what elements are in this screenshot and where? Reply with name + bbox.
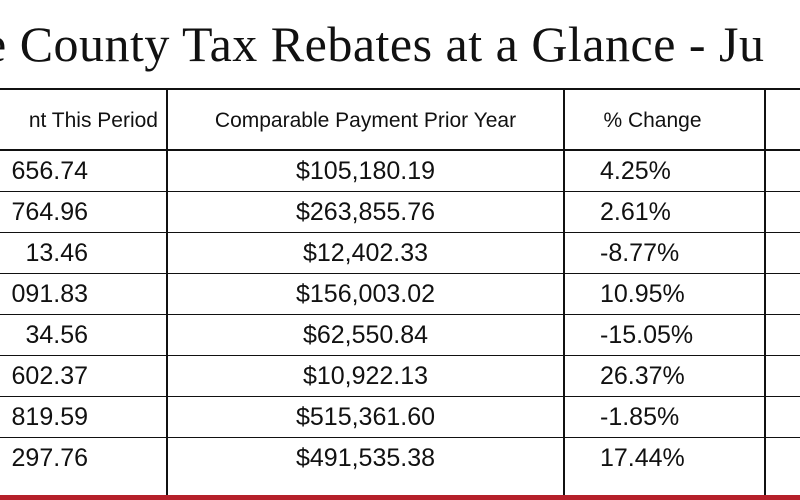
cell-this-period: 602.37	[11, 362, 88, 390]
cell-percent-change: -15.05%	[600, 321, 694, 349]
cell-prior-year: $515,361.60	[295, 403, 436, 431]
cell-prior-year: $263,855.76	[295, 198, 436, 226]
cell-percent-change: 26.37%	[600, 362, 685, 390]
cell-percent-change: 10.95%	[600, 280, 685, 308]
header-top-rule	[0, 88, 800, 90]
table-row: 656.74 $105,180.19 4.25%	[0, 151, 800, 192]
cell-prior-year: $491,535.38	[295, 444, 436, 472]
table-row: 13.46 $12,402.33 -8.77%	[0, 233, 800, 274]
cell-this-period: 34.56	[25, 321, 88, 349]
cell-prior-year: $12,402.33	[302, 239, 429, 267]
table-row: 091.83 $156,003.02 10.95%	[0, 274, 800, 315]
table-row: 819.59 $515,361.60 -1.85%	[0, 397, 800, 438]
cell-prior-year: $10,922.13	[302, 362, 429, 390]
cell-prior-year: $105,180.19	[295, 157, 436, 185]
cell-this-period: 13.46	[25, 239, 88, 267]
column-header-label: nt This Period	[28, 109, 158, 132]
column-divider	[563, 90, 565, 495]
table-row: 34.56 $62,550.84 -15.05%	[0, 315, 800, 356]
column-header-percent-change: % Change	[603, 109, 702, 132]
column-header-payment-this-period: nt This Period	[0, 92, 166, 149]
cell-percent-change: 2.61%	[600, 198, 671, 226]
cell-prior-year: $156,003.02	[295, 280, 436, 308]
cell-this-period: 091.83	[11, 280, 88, 308]
cell-percent-change: -8.77%	[600, 239, 680, 267]
cell-percent-change: 4.25%	[600, 157, 671, 185]
column-header-comparable-prior-year: Comparable Payment Prior Year	[214, 109, 517, 132]
cell-this-period: 819.59	[11, 403, 88, 431]
cell-this-period: 297.76	[11, 444, 88, 472]
table-title: e County Tax Rebates at a Glance - Ju	[0, 16, 765, 72]
cell-percent-change: 17.44%	[600, 444, 685, 472]
table-row: 602.37 $10,922.13 26.37%	[0, 356, 800, 397]
header-bottom-rule	[0, 149, 800, 151]
column-divider	[166, 90, 168, 495]
cell-this-period: 656.74	[11, 157, 88, 185]
cell-percent-change: -1.85%	[600, 403, 680, 431]
cell-prior-year: $62,550.84	[302, 321, 429, 349]
accent-band	[0, 495, 800, 500]
column-divider	[764, 90, 766, 495]
cell-this-period: 764.96	[11, 198, 88, 226]
table-row: 297.76 $491,535.38 17.44%	[0, 438, 800, 479]
table-row: 764.96 $263,855.76 2.61%	[0, 192, 800, 233]
